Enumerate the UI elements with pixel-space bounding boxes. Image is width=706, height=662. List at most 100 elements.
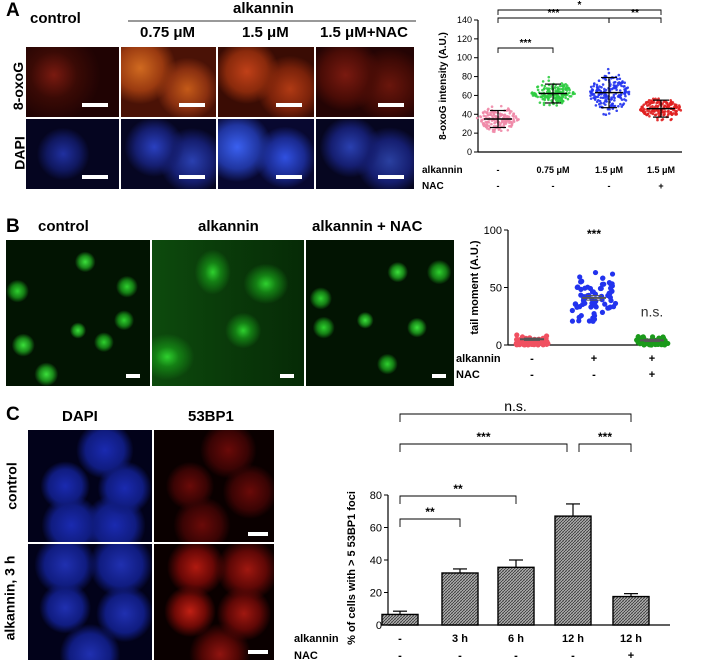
panel-b-col-label-control: control	[38, 218, 89, 235]
significance-bracket	[608, 17, 662, 23]
panel-a-image-dapi-nac	[316, 119, 414, 189]
y-tick-label: 20	[462, 128, 472, 138]
panel-c-row-label-control: control	[3, 462, 20, 510]
scale-bar	[82, 103, 108, 107]
data-point	[667, 109, 670, 113]
row-value: -	[530, 369, 534, 381]
data-point	[558, 84, 562, 88]
panel-c-col-label-53bp1: 53BP1	[188, 408, 234, 425]
panel-a-image-8oxog-control	[26, 47, 119, 117]
row-label: NAC	[456, 369, 480, 381]
data-point	[591, 311, 597, 317]
data-point	[623, 84, 626, 88]
data-point	[560, 97, 564, 101]
significance-label: ***	[520, 38, 532, 49]
panel-a-conc-label-3: 1.5 μM+NAC	[320, 24, 408, 41]
bar	[554, 515, 592, 626]
data-point	[619, 94, 622, 97]
data-point	[596, 95, 600, 99]
y-tick-label: 60	[370, 523, 382, 535]
data-point	[493, 130, 496, 134]
data-point	[646, 100, 649, 104]
data-point	[560, 101, 564, 105]
data-point	[556, 99, 560, 103]
data-point	[599, 89, 603, 93]
data-point	[654, 97, 657, 101]
data-point	[627, 90, 631, 94]
data-point	[558, 87, 562, 91]
data-point	[623, 81, 626, 85]
data-point	[656, 118, 659, 122]
data-point	[616, 81, 620, 85]
data-point	[484, 115, 487, 118]
data-point	[590, 88, 594, 91]
y-tick-label: 40	[462, 109, 472, 119]
data-point	[675, 112, 678, 116]
data-point	[602, 301, 608, 307]
row-label: alkannin	[456, 353, 501, 365]
data-point	[549, 95, 552, 98]
data-point	[542, 101, 546, 105]
data-point	[600, 85, 603, 89]
bar	[381, 613, 419, 626]
scale-bar	[179, 175, 205, 179]
data-point	[622, 102, 626, 105]
data-point	[490, 105, 494, 108]
data-point	[602, 112, 605, 116]
data-point	[599, 309, 606, 315]
data-point	[597, 79, 601, 83]
data-point	[663, 112, 666, 116]
row-value: +	[649, 369, 655, 381]
row-value: -	[530, 353, 534, 365]
data-point	[519, 334, 526, 340]
scale-bar	[179, 103, 205, 107]
data-point	[617, 73, 621, 77]
data-point	[507, 119, 511, 123]
data-point	[613, 99, 616, 102]
data-point	[510, 122, 514, 126]
data-point	[645, 341, 651, 347]
data-point	[506, 107, 510, 110]
data-point	[547, 97, 550, 101]
panel-c-row-label-alkannin: alkannin, 3 h	[1, 555, 18, 641]
data-point	[605, 305, 611, 311]
row-value: 12 h	[562, 633, 584, 645]
data-point	[612, 300, 619, 307]
data-point	[595, 89, 598, 92]
significance-bracket	[399, 518, 461, 527]
data-point	[543, 97, 546, 100]
data-point	[509, 125, 513, 128]
bar	[497, 566, 535, 626]
data-point	[548, 103, 551, 107]
data-point	[545, 340, 551, 347]
data-point	[656, 104, 660, 108]
row-value: 6 h	[508, 633, 524, 645]
y-tick-label: 0	[496, 340, 502, 352]
data-point	[657, 112, 660, 115]
data-point	[625, 87, 628, 90]
data-point	[615, 88, 618, 92]
data-point	[578, 286, 584, 292]
row-value: -	[458, 650, 462, 662]
panel-a-group-label: alkannin	[233, 0, 294, 17]
data-point	[536, 85, 540, 88]
significance-label: ***	[548, 8, 560, 19]
data-point	[499, 104, 503, 108]
data-point	[577, 274, 583, 280]
data-point	[547, 79, 551, 82]
data-point	[543, 84, 547, 88]
row-value: 0.75 μM	[536, 165, 569, 175]
data-point	[647, 99, 651, 102]
data-point	[578, 279, 584, 285]
bar	[612, 595, 650, 626]
data-point	[589, 85, 593, 89]
row-value: -	[398, 650, 402, 662]
data-point	[586, 318, 593, 324]
data-point	[600, 275, 606, 281]
data-point	[616, 83, 620, 87]
data-point	[490, 119, 494, 122]
data-point	[623, 89, 627, 92]
data-point	[648, 114, 651, 118]
panel-a-row-label-8oxog: 8-oxoG	[10, 61, 27, 111]
data-point	[493, 115, 497, 118]
